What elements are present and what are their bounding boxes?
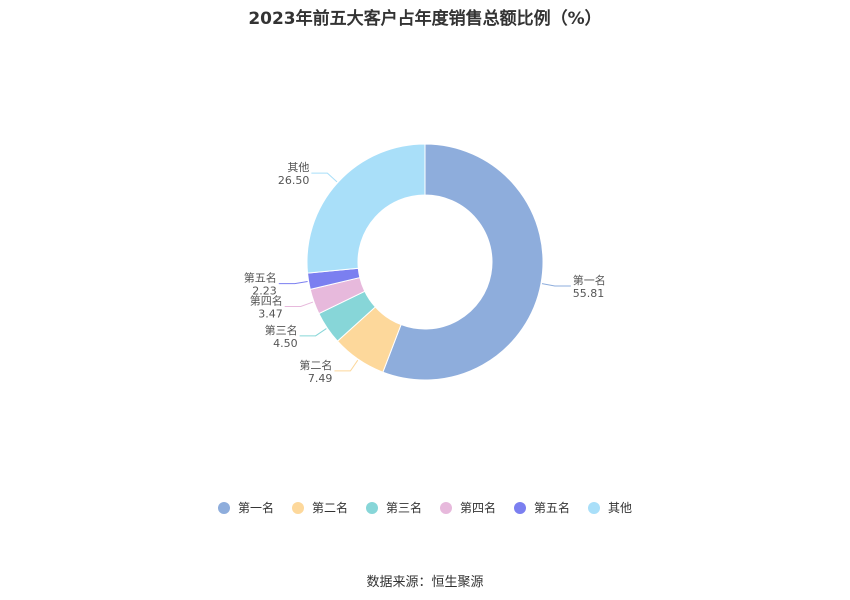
legend-label: 第四名 bbox=[460, 501, 497, 515]
leader-line-4 bbox=[284, 301, 314, 307]
slice-value-5: 2.23 bbox=[252, 285, 277, 298]
slice-6 bbox=[306, 143, 426, 274]
legend-dot-icon bbox=[217, 501, 230, 514]
legend-dot-icon bbox=[588, 501, 601, 514]
leader-line-1 bbox=[541, 283, 571, 287]
slice-value-6: 26.50 bbox=[278, 174, 310, 187]
legend-item-4[interactable]: 第四名 bbox=[440, 499, 496, 516]
legend-label: 其他 bbox=[608, 501, 633, 515]
legend-item-3[interactable]: 第三名 bbox=[365, 499, 422, 516]
legend-label: 第二名 bbox=[311, 501, 348, 515]
legend-dot-icon bbox=[291, 501, 304, 514]
legend-label: 第五名 bbox=[534, 501, 571, 515]
legend-dot-icon bbox=[514, 501, 527, 514]
legend-label: 第一名 bbox=[237, 501, 274, 515]
leader-line-5 bbox=[278, 280, 308, 285]
slice-label-3: 第三名 bbox=[265, 323, 298, 337]
legend-item-6[interactable]: 其他 bbox=[588, 499, 632, 516]
legend-item-1[interactable]: 第一名 bbox=[217, 499, 274, 516]
legend-item-2[interactable]: 第二名 bbox=[291, 499, 348, 516]
legend-dot-icon bbox=[365, 501, 378, 514]
slice-1 bbox=[382, 143, 544, 381]
legend-dot-icon bbox=[440, 501, 452, 514]
leader-line-6 bbox=[311, 172, 338, 183]
legend-label: 第三名 bbox=[385, 501, 422, 515]
slice-value-1: 55.81 bbox=[573, 287, 605, 300]
slice-value-4: 3.47 bbox=[258, 307, 283, 320]
slice-value-3: 4.50 bbox=[273, 337, 298, 350]
slice-label-4: 第四名 bbox=[250, 293, 283, 307]
data-source: 数据来源：恒生聚源 bbox=[366, 575, 484, 590]
chart-title: 2023年前五大客户占年度销售总额比例（%） bbox=[248, 9, 602, 29]
leader-line-3 bbox=[299, 328, 327, 337]
slice-value-2: 7.49 bbox=[308, 372, 333, 385]
legend: 第一名 第二名 第三名 第四名 第五名 其他 bbox=[0, 499, 850, 516]
leader-line-2 bbox=[334, 359, 359, 372]
slice-label-6: 其他 bbox=[287, 161, 309, 174]
legend-item-5[interactable]: 第五名 bbox=[514, 499, 570, 516]
slice-label-1: 第一名 bbox=[573, 273, 606, 287]
slice-label-5: 第五名 bbox=[244, 271, 277, 285]
slice-label-2: 第二名 bbox=[299, 358, 332, 372]
